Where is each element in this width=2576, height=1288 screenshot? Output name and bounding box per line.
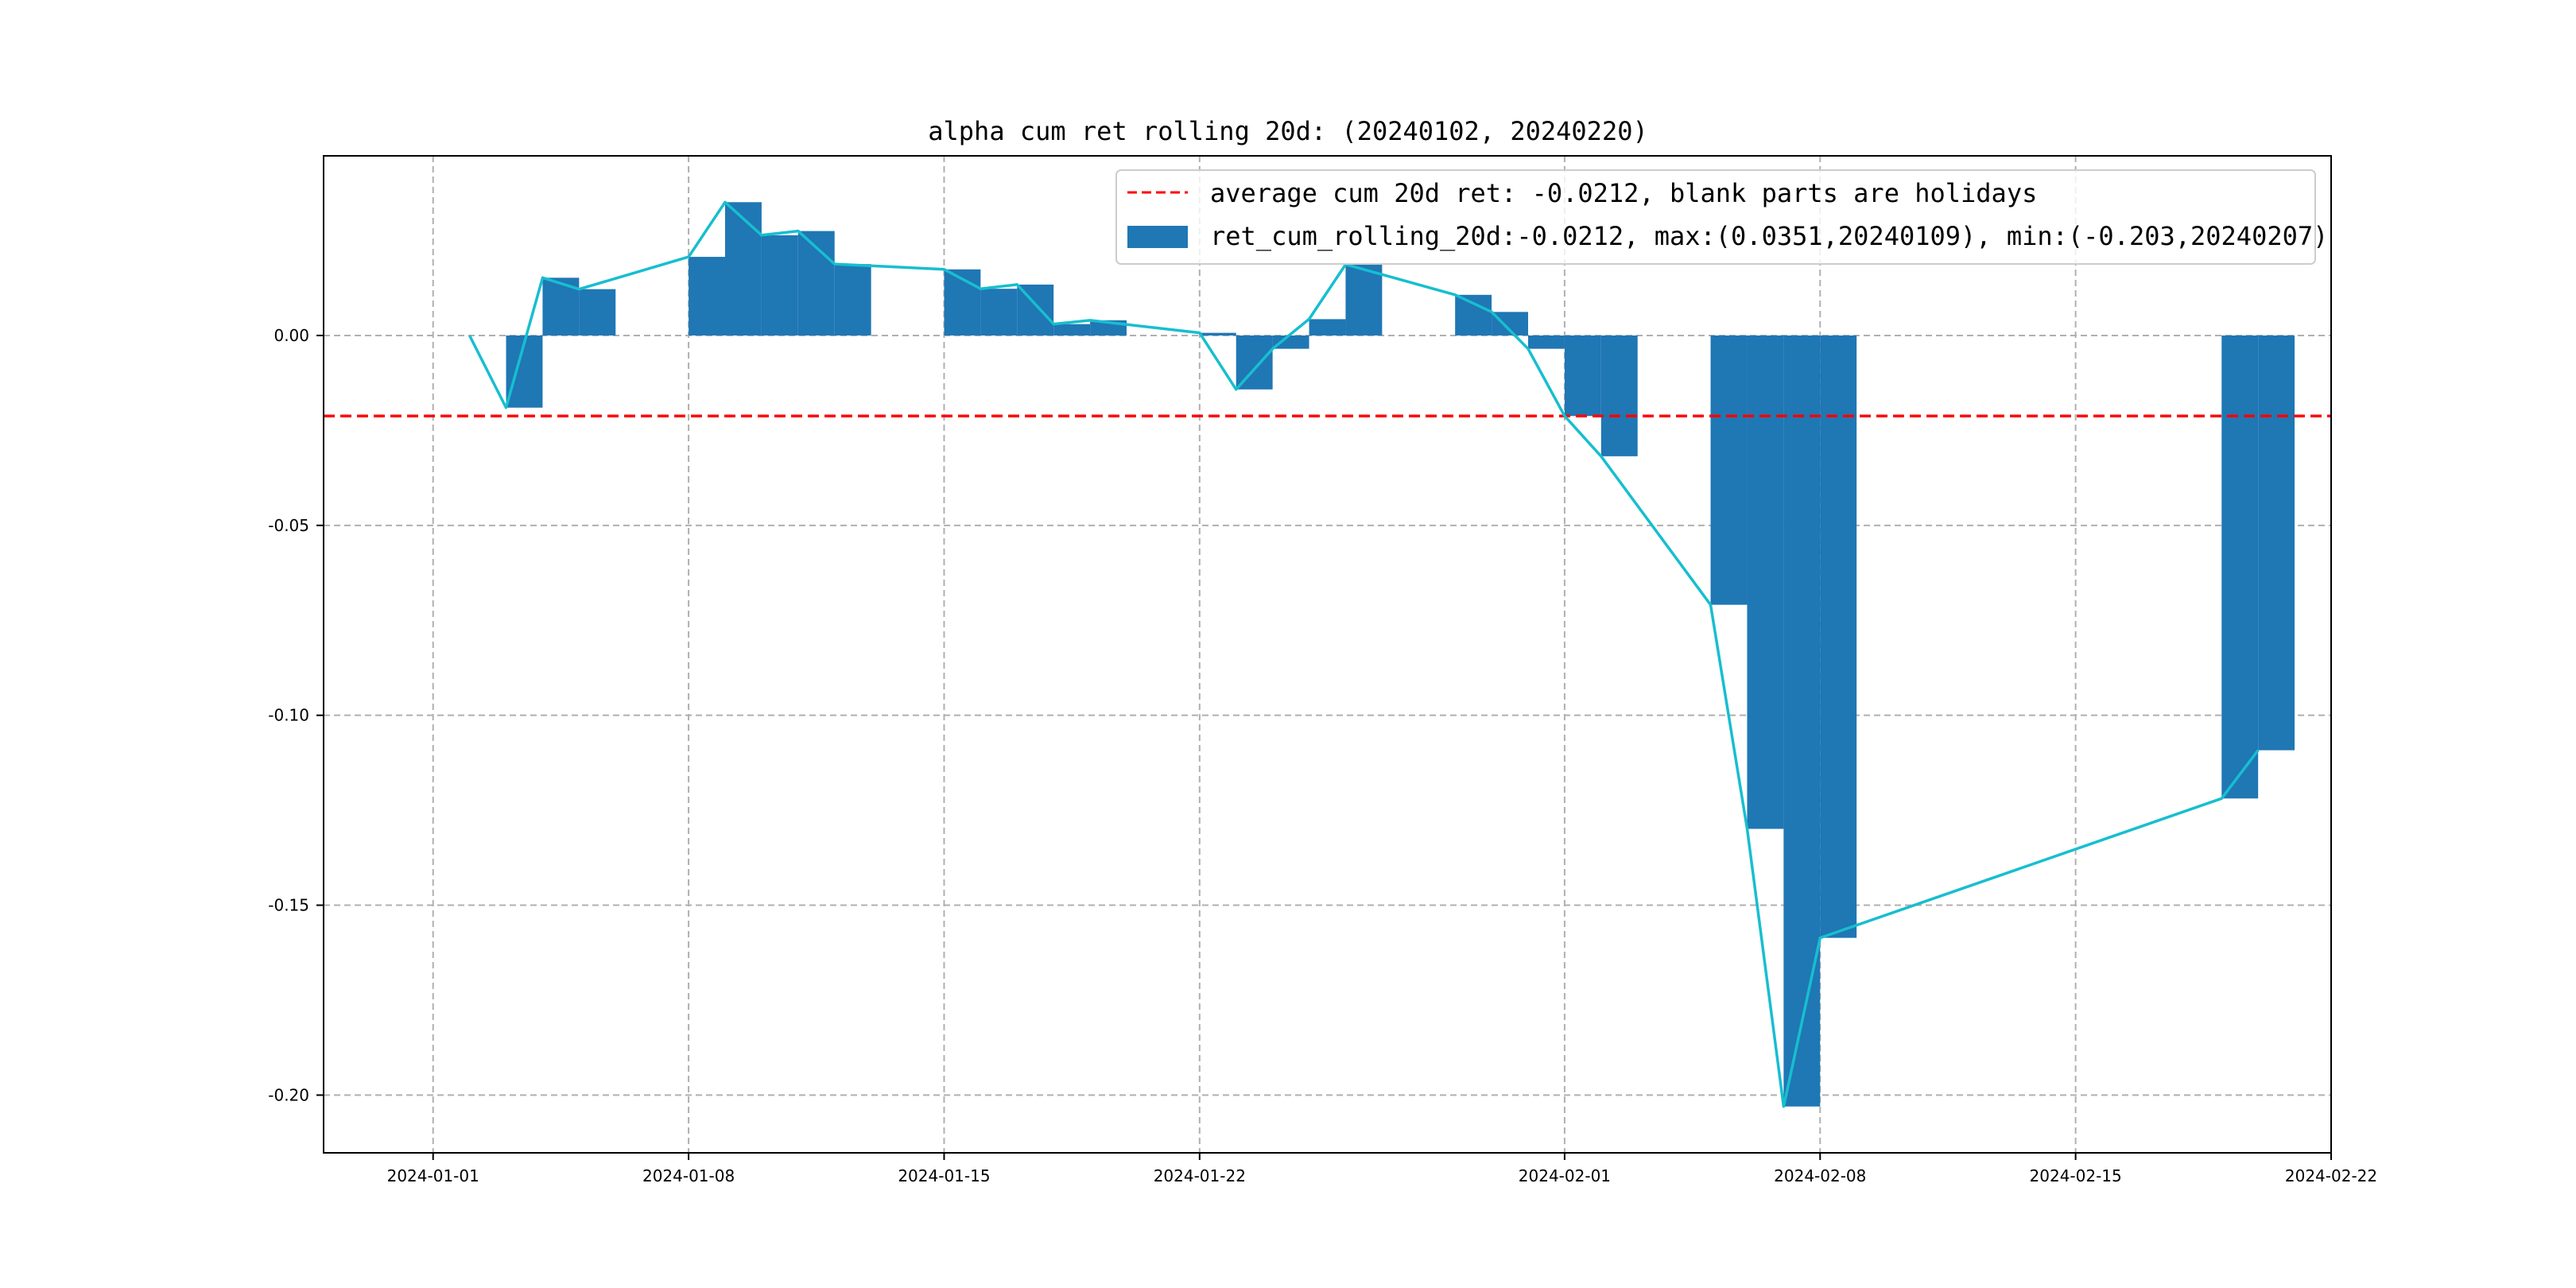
y-tick-label: 0.00	[274, 326, 309, 345]
bar	[1309, 319, 1346, 336]
y-tick-label: -0.05	[268, 516, 309, 535]
bar	[2221, 335, 2259, 799]
bar	[725, 202, 762, 336]
bar	[1820, 335, 1857, 938]
axes-frame	[323, 155, 2332, 1154]
legend-label-bars: ret_cum_rolling_20d:-0.0212, max:(0.0351…	[1210, 221, 2328, 251]
y-tick-label: -0.10	[268, 706, 309, 725]
bar	[689, 257, 725, 336]
bar	[834, 264, 871, 336]
y-tick-label: -0.20	[268, 1085, 309, 1104]
x-tick-label: 2024-01-15	[898, 1166, 990, 1185]
chart-title: alpha cum ret rolling 20d: (20240102, 20…	[928, 116, 1647, 146]
x-tick-label: 2024-01-22	[1154, 1166, 1246, 1185]
legend-swatch-bars	[1127, 226, 1188, 248]
bar	[1747, 335, 1784, 829]
series-line	[468, 200, 2260, 1108]
bar	[1199, 332, 1236, 336]
bar	[1783, 335, 1821, 1107]
legend-label-reference: average cum 20d ret: -0.0212, blank part…	[1210, 178, 2037, 208]
legend: average cum 20d ret: -0.0212, blank part…	[1115, 169, 2328, 265]
plot-area: 2024-01-01 2024-01-08 2024-01-15 2024-01-22…	[268, 155, 2377, 1185]
bar	[980, 289, 1018, 336]
bar	[1345, 264, 1383, 336]
x-tick-label: 2024-01-08	[642, 1166, 735, 1185]
bar	[1272, 335, 1309, 349]
bar	[1236, 335, 1273, 390]
bar	[1528, 335, 1565, 349]
x-tick-label: 2024-02-08	[1774, 1166, 1866, 1185]
bar	[579, 289, 616, 336]
bar	[1053, 324, 1091, 336]
bar	[761, 235, 798, 336]
x-tick-label: 2024-02-22	[2285, 1166, 2377, 1185]
bar	[2258, 335, 2295, 751]
bar	[1710, 335, 1748, 605]
y-tick-label: -0.15	[268, 896, 309, 915]
legend-frame	[1115, 169, 2316, 265]
x-tick-label: 2024-02-01	[1519, 1166, 1611, 1185]
x-tick-label: 2024-01-01	[387, 1166, 479, 1185]
bar	[1455, 294, 1492, 336]
bar	[1600, 335, 1638, 456]
bar	[1564, 335, 1601, 417]
x-tick-label: 2024-02-15	[2030, 1166, 2122, 1185]
